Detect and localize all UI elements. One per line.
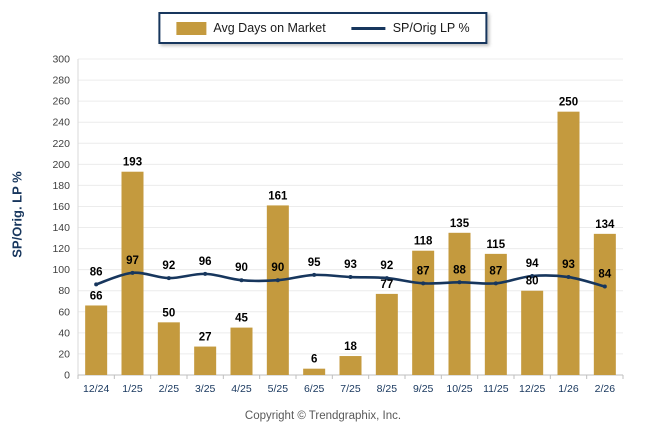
copyright-text: Copyright © Trendgraphix, Inc. bbox=[244, 410, 402, 422]
line-value-label: 86 bbox=[90, 266, 103, 278]
line-value-label: 92 bbox=[380, 260, 393, 272]
line-value-label: 92 bbox=[162, 260, 175, 272]
x-tick-label: 12/24 bbox=[83, 383, 109, 395]
x-tick-label: 8/25 bbox=[377, 383, 398, 395]
bar bbox=[521, 290, 544, 375]
line-point-marker bbox=[384, 276, 389, 281]
y-tick-label: 280 bbox=[52, 75, 70, 87]
x-tick-label: 7/25 bbox=[340, 383, 361, 395]
bar-value-label: 77 bbox=[380, 279, 393, 291]
bar-value-label: 18 bbox=[344, 341, 357, 353]
bar bbox=[339, 356, 362, 375]
y-tick-label: 120 bbox=[52, 243, 70, 255]
bar bbox=[157, 322, 180, 375]
line-point-marker bbox=[312, 272, 317, 277]
y-tick-label: 100 bbox=[52, 264, 70, 276]
line-value-label: 90 bbox=[235, 262, 248, 274]
x-tick-label: 6/25 bbox=[304, 383, 325, 395]
line-value-label: 87 bbox=[417, 265, 430, 277]
line-point-marker bbox=[275, 278, 280, 283]
bar bbox=[194, 346, 217, 375]
bar-value-label: 135 bbox=[450, 218, 470, 230]
line-value-label: 90 bbox=[271, 262, 284, 274]
bar-value-label: 50 bbox=[162, 307, 175, 319]
y-tick-label: 220 bbox=[52, 138, 70, 150]
legend-item-avg-days: Avg Days on Market bbox=[176, 21, 326, 35]
line-point-marker bbox=[530, 273, 535, 278]
line-value-label: 93 bbox=[344, 259, 357, 271]
y-tick-label: 260 bbox=[52, 96, 70, 108]
x-tick-label: 4/25 bbox=[231, 383, 252, 395]
y-tick-label: 160 bbox=[52, 201, 70, 213]
bar-value-label: 250 bbox=[559, 97, 578, 109]
bar-value-label: 115 bbox=[487, 239, 506, 251]
y-tick-label: 20 bbox=[58, 348, 70, 360]
x-tick-label: 2/25 bbox=[159, 383, 180, 395]
bar-value-label: 193 bbox=[123, 157, 142, 169]
line-value-label: 84 bbox=[598, 269, 611, 281]
legend-label-sp-orig-lp: SP/Orig LP % bbox=[392, 21, 470, 35]
line-point-marker bbox=[166, 276, 171, 281]
y-tick-label: 60 bbox=[58, 306, 70, 318]
y-tick-label: 300 bbox=[52, 54, 70, 66]
line-point-marker bbox=[94, 282, 99, 287]
line-point-marker bbox=[203, 271, 208, 276]
line-point-marker bbox=[130, 270, 135, 275]
x-tick-label: 5/25 bbox=[268, 383, 289, 395]
bar bbox=[557, 111, 580, 376]
line-value-label: 97 bbox=[126, 255, 139, 267]
x-tick-label: 1/25 bbox=[122, 383, 143, 395]
x-tick-label: 12/25 bbox=[519, 383, 545, 395]
line-value-label: 94 bbox=[526, 258, 539, 270]
line-value-label: 87 bbox=[489, 265, 502, 277]
bar-value-label: 27 bbox=[199, 332, 212, 344]
line-value-label: 88 bbox=[453, 264, 466, 276]
chart-legend: Avg Days on Market SP/Orig LP % bbox=[158, 12, 488, 44]
line-point-marker bbox=[421, 281, 426, 286]
bar-value-label: 6 bbox=[311, 354, 317, 366]
bar bbox=[375, 293, 398, 375]
legend-item-sp-orig-lp: SP/Orig LP % bbox=[351, 21, 470, 35]
y-tick-label: 140 bbox=[52, 222, 70, 234]
x-tick-label: 9/25 bbox=[413, 383, 434, 395]
bar-value-label: 80 bbox=[526, 276, 539, 288]
line-value-label: 93 bbox=[562, 259, 575, 271]
line-point-marker bbox=[457, 280, 462, 285]
x-tick-label: 3/25 bbox=[195, 383, 216, 395]
x-tick-label: 1/26 bbox=[558, 383, 579, 395]
bar bbox=[230, 327, 253, 375]
bar-value-label: 118 bbox=[414, 236, 433, 248]
line-point-marker bbox=[348, 275, 353, 280]
line-value-label: 96 bbox=[199, 256, 212, 268]
bar-series-swatch-icon bbox=[176, 21, 207, 35]
y-tick-label: 180 bbox=[52, 180, 70, 192]
bar-value-label: 134 bbox=[595, 219, 615, 231]
bar-value-label: 161 bbox=[268, 190, 288, 202]
bar-value-label: 45 bbox=[235, 313, 248, 325]
bar bbox=[303, 368, 326, 375]
y-tick-label: 40 bbox=[58, 327, 70, 339]
line-point-marker bbox=[566, 275, 571, 280]
bar bbox=[266, 205, 289, 375]
line-point-marker bbox=[602, 284, 607, 289]
y-tick-label: 200 bbox=[52, 159, 70, 171]
bar bbox=[593, 233, 616, 375]
bar-value-label: 66 bbox=[90, 290, 103, 302]
line-value-label: 95 bbox=[308, 257, 321, 269]
y-tick-label: 80 bbox=[58, 285, 70, 297]
legend-label-avg-days: Avg Days on Market bbox=[213, 21, 326, 35]
x-tick-label: 11/25 bbox=[483, 383, 509, 395]
bar bbox=[85, 305, 108, 375]
line-series-swatch-icon bbox=[351, 26, 386, 30]
y-tick-label: 0 bbox=[64, 370, 70, 382]
bar bbox=[448, 232, 471, 375]
line-point-marker bbox=[493, 281, 498, 286]
line-point-marker bbox=[239, 278, 244, 283]
x-tick-label: 2/26 bbox=[595, 383, 616, 395]
y-tick-label: 240 bbox=[52, 117, 70, 129]
x-tick-label: 10/25 bbox=[446, 383, 472, 395]
